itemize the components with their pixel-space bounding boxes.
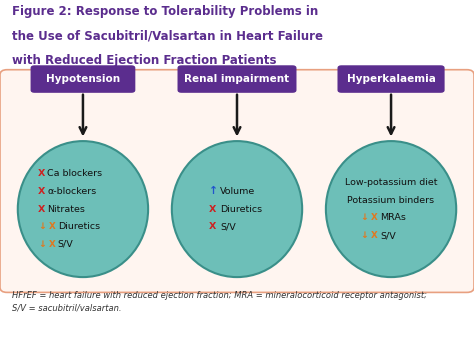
Text: X: X (48, 222, 55, 231)
Text: Diuretics: Diuretics (58, 222, 100, 231)
Text: X: X (38, 169, 46, 178)
Text: ↑: ↑ (209, 186, 218, 197)
Text: HFrEF = heart failure with reduced ejection fraction; MRA = mineralocorticoid re: HFrEF = heart failure with reduced eject… (12, 291, 427, 312)
FancyBboxPatch shape (337, 65, 445, 93)
Text: MRAs: MRAs (380, 214, 406, 222)
Ellipse shape (172, 141, 302, 277)
Text: Hyperkalaemia: Hyperkalaemia (346, 74, 436, 84)
Text: ↓: ↓ (360, 214, 368, 222)
Ellipse shape (326, 141, 456, 277)
Text: ↓: ↓ (38, 222, 46, 231)
Text: S/V: S/V (58, 240, 73, 249)
Text: S/V: S/V (220, 222, 236, 231)
Text: α-blockers: α-blockers (47, 187, 97, 196)
Text: Low-potassium diet: Low-potassium diet (345, 178, 438, 187)
Text: Hypotension: Hypotension (46, 74, 120, 84)
Text: X: X (38, 187, 46, 196)
Text: S/V: S/V (380, 231, 396, 240)
FancyBboxPatch shape (0, 70, 474, 292)
Text: Diuretics: Diuretics (220, 205, 263, 214)
FancyBboxPatch shape (30, 65, 136, 93)
Text: Figure 2: Response to Tolerability Problems in: Figure 2: Response to Tolerability Probl… (12, 5, 318, 18)
Text: ↓: ↓ (360, 231, 368, 240)
Text: with Reduced Ejection Fraction Patients: with Reduced Ejection Fraction Patients (12, 54, 276, 67)
Text: Ca blockers: Ca blockers (47, 169, 102, 178)
Text: the Use of Sacubitril/Valsartan in Heart Failure: the Use of Sacubitril/Valsartan in Heart… (12, 30, 323, 42)
Text: Renal impairment: Renal impairment (184, 74, 290, 84)
Text: X: X (209, 222, 216, 231)
Text: X: X (209, 205, 216, 214)
Text: X: X (371, 231, 377, 240)
FancyBboxPatch shape (177, 65, 296, 93)
Text: X: X (48, 240, 55, 249)
Text: Volume: Volume (220, 187, 255, 196)
Text: X: X (371, 214, 377, 222)
Text: Nitrates: Nitrates (47, 205, 85, 214)
Ellipse shape (18, 141, 148, 277)
Text: Potassium binders: Potassium binders (347, 196, 435, 205)
Text: X: X (38, 205, 46, 214)
Text: ↓: ↓ (38, 240, 46, 249)
